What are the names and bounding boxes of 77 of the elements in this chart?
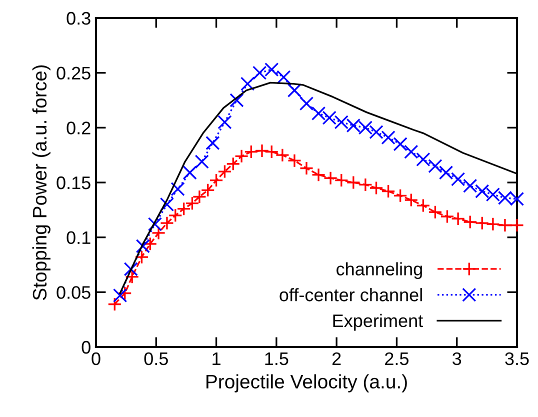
point: [463, 178, 478, 193]
point: [230, 93, 244, 108]
point: [240, 76, 255, 91]
point: [393, 188, 408, 203]
point: [134, 250, 149, 264]
point: [194, 154, 209, 169]
x-tick-label: 3: [452, 352, 462, 366]
point: [275, 148, 290, 162]
point: [287, 83, 302, 98]
point: [323, 171, 338, 186]
y-tick-label: 0.05: [56, 286, 90, 299]
x-tick-label: 1.5: [265, 352, 288, 366]
point: [369, 180, 384, 196]
point: [475, 184, 490, 198]
point: [404, 192, 418, 208]
point: [463, 214, 478, 230]
point: [118, 286, 132, 300]
point: [244, 144, 258, 159]
point: [311, 106, 326, 120]
point: [112, 288, 128, 303]
y-tick-label: 0.2: [66, 122, 90, 134]
point: [440, 209, 454, 224]
point: [486, 217, 500, 232]
point: [450, 172, 466, 186]
point: [125, 270, 140, 284]
point: [510, 218, 524, 232]
y-tick-label: 0.3: [66, 12, 90, 25]
point: [381, 130, 396, 145]
x-tick-label: 2: [332, 352, 341, 365]
legend-label: Experiment: [333, 314, 423, 331]
point: [287, 153, 302, 168]
point: [151, 226, 166, 240]
point: [299, 96, 314, 111]
point: [450, 212, 466, 226]
point: [108, 297, 122, 312]
legend-label: channeling: [336, 262, 422, 280]
point: [124, 262, 138, 276]
point: [358, 178, 373, 192]
point: [393, 137, 408, 152]
point: [254, 144, 270, 158]
x-axis-title: Projectile Velocity (a.u.): [206, 374, 407, 392]
point: [498, 218, 512, 232]
y-tick-label: 0.1: [66, 231, 90, 244]
legend-label: off-center channel: [280, 288, 422, 302]
point: [264, 144, 279, 159]
y-tick-label: 0: [82, 340, 90, 354]
point: [206, 136, 220, 150]
point: [322, 110, 336, 125]
point: [299, 161, 314, 176]
point: [143, 236, 158, 251]
point: [428, 205, 442, 220]
point: [276, 70, 291, 84]
point: [369, 124, 384, 140]
x-tick-label: 3.5: [505, 352, 529, 366]
x-tick-label: 0: [92, 352, 100, 366]
point: [404, 144, 418, 159]
point: [148, 217, 162, 232]
y-tick-label: 0.15: [56, 176, 90, 190]
point: [170, 182, 185, 196]
point: [136, 239, 150, 254]
point: [428, 158, 442, 174]
point: [416, 152, 430, 167]
point: [334, 173, 348, 188]
x-tick-label: 2.5: [385, 352, 409, 366]
point: [416, 198, 430, 213]
point: [182, 166, 197, 180]
point: [311, 168, 326, 182]
point: [160, 197, 174, 212]
y-tick-label: 0.25: [56, 66, 90, 80]
y-axis-title: Stopping Power (a.u. force): [32, 65, 50, 300]
point: [381, 184, 396, 198]
point: [475, 216, 490, 230]
x-tick-label: 0.5: [144, 352, 168, 366]
x-tick-label: 1: [212, 352, 220, 365]
point: [346, 175, 360, 190]
point: [438, 166, 454, 180]
point: [218, 115, 232, 130]
